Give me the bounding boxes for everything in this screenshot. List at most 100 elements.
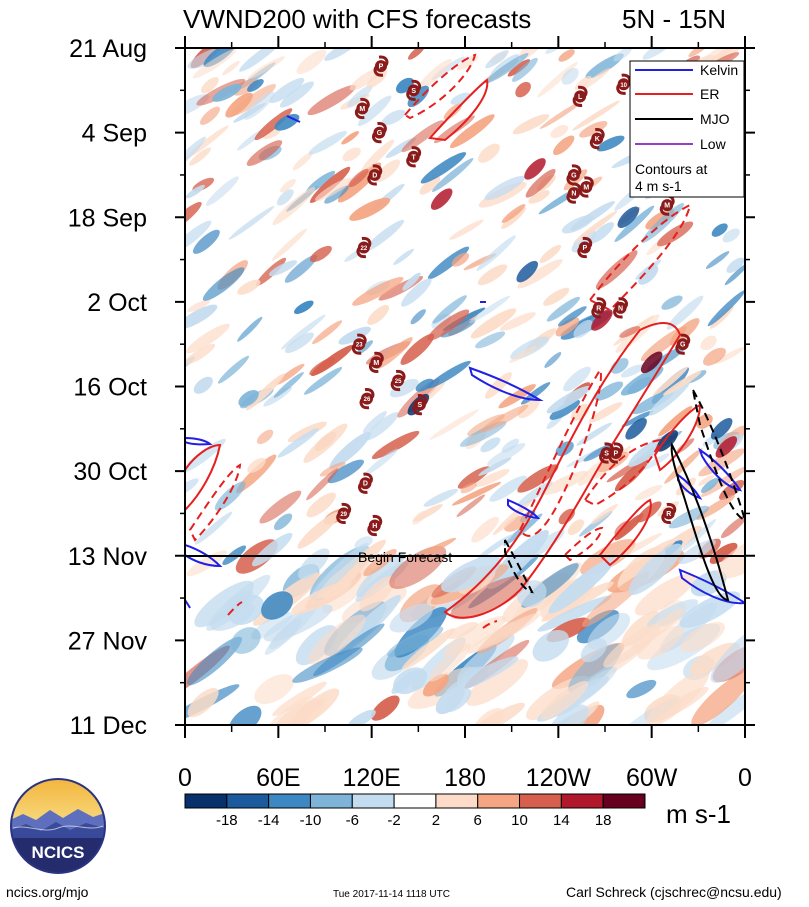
colorbar-label: -18	[216, 812, 238, 829]
anomaly-cell	[193, 376, 213, 394]
anomaly-cell	[268, 260, 298, 277]
x-tick-label: 60E	[256, 764, 300, 792]
anomaly-cell	[306, 492, 336, 518]
anomaly-cell	[269, 77, 305, 104]
legend-label-er: ER	[700, 86, 719, 102]
legend: Kelvin ER MJO Low Contours at 4 m s-1	[629, 60, 745, 198]
storm-marker: G	[675, 333, 691, 355]
anomaly-cell	[675, 477, 696, 496]
anomaly-cell	[722, 228, 740, 243]
anomaly-cell	[705, 251, 730, 269]
anomaly-cell	[279, 81, 314, 108]
y-tick-label: 21 Aug	[69, 35, 147, 63]
anomaly-cell	[546, 385, 591, 414]
anomaly-cell	[703, 347, 726, 366]
footer-site[interactable]: ncics.org/mjo	[6, 884, 89, 900]
storm-label: H	[372, 523, 377, 530]
storm-label: P	[614, 450, 619, 457]
anomaly-cell	[517, 259, 563, 289]
colorbar-swatch	[602, 793, 646, 809]
anomaly-cell	[281, 314, 326, 350]
anomaly-cell	[361, 139, 395, 173]
storm-label: 23	[356, 343, 363, 349]
anomaly-cell	[704, 682, 745, 725]
storm-marker: D	[358, 472, 373, 494]
anomaly-cell	[347, 709, 376, 725]
y-tick-label: 13 Nov	[68, 543, 148, 571]
anomaly-cell	[478, 457, 512, 476]
anomaly-cell	[700, 335, 717, 351]
anomaly-cell	[610, 358, 629, 374]
storm-marker: S	[412, 394, 428, 416]
anomaly-cell	[638, 265, 659, 285]
er-contour-dashed	[403, 53, 477, 120]
anomaly-cell	[185, 343, 216, 365]
er-contour	[427, 78, 489, 142]
anomaly-cell	[594, 381, 624, 401]
anomaly-cell	[185, 184, 205, 199]
x-tick-label: 0	[178, 764, 192, 792]
anomaly-cell	[543, 287, 570, 306]
anomaly-cell	[246, 140, 283, 167]
storm-label: M	[373, 360, 379, 367]
anomaly-cell	[199, 106, 221, 125]
anomaly-cell	[485, 50, 509, 69]
anomaly-cell	[386, 626, 444, 657]
anomaly-cell	[621, 410, 654, 427]
kelvin-contour	[286, 115, 301, 123]
chart-title: VWND200 with CFS forecasts	[183, 4, 531, 34]
anomaly-cell	[720, 515, 745, 539]
anomaly-cell	[449, 114, 495, 149]
anomaly-cell	[480, 404, 529, 433]
y-axis: 21 Aug 4 Sep 18 Sep 2 Oct 16 Oct 30 Oct 13 Nov…	[68, 35, 755, 740]
storm-label: R	[596, 305, 601, 312]
colorbar-swatch	[435, 793, 479, 809]
anomaly-cell	[548, 557, 616, 614]
anomaly-cell	[312, 320, 343, 345]
anomaly-cell	[572, 100, 621, 131]
anomaly-cell	[532, 629, 570, 662]
storm-core	[407, 84, 420, 97]
legend-label-mjo: MJO	[700, 111, 730, 127]
anomaly-cell	[555, 317, 580, 337]
anomaly-cell	[410, 309, 426, 325]
anomaly-cell	[549, 399, 581, 420]
anomaly-cell	[422, 673, 450, 697]
anomaly-cell	[214, 481, 246, 511]
storm-marker: 22	[356, 236, 372, 259]
colorbar-label: -10	[300, 812, 322, 829]
storm-marker: G	[372, 122, 387, 144]
kelvin-contour	[507, 498, 541, 520]
anomaly-cell	[485, 53, 529, 84]
anomaly-cell	[284, 254, 318, 283]
anomaly-cell	[700, 477, 719, 493]
anomaly-cell	[276, 189, 294, 206]
storm-core	[662, 507, 675, 520]
anomaly-cell	[588, 402, 623, 423]
storm-marker: P	[608, 442, 624, 464]
anomaly-cell	[247, 457, 266, 473]
anomaly-cell	[371, 695, 400, 721]
storm-core	[356, 102, 369, 115]
anomaly-cell	[205, 176, 239, 206]
anomaly-cell	[338, 326, 372, 345]
storm-core	[609, 446, 622, 459]
anomaly-cell	[192, 48, 237, 79]
anomaly-cell	[371, 430, 420, 460]
anomaly-cell	[294, 300, 314, 315]
anomaly-cell	[415, 378, 434, 392]
storm-marker: N	[613, 297, 628, 319]
anomaly-cell	[573, 319, 593, 339]
er-contour-dashed	[518, 367, 602, 537]
anomaly-cell	[666, 295, 704, 330]
er-contour-dashed	[482, 620, 498, 629]
anomaly-cell	[501, 438, 520, 453]
anomaly-cell	[553, 135, 575, 156]
anomaly-cell	[423, 488, 459, 507]
storm-core	[368, 168, 381, 181]
anomaly-cell	[367, 305, 390, 325]
anomaly-cell	[652, 366, 689, 396]
storm-label: S	[604, 450, 609, 457]
storm-label: N	[618, 305, 623, 312]
storm-marker: P	[373, 55, 389, 77]
